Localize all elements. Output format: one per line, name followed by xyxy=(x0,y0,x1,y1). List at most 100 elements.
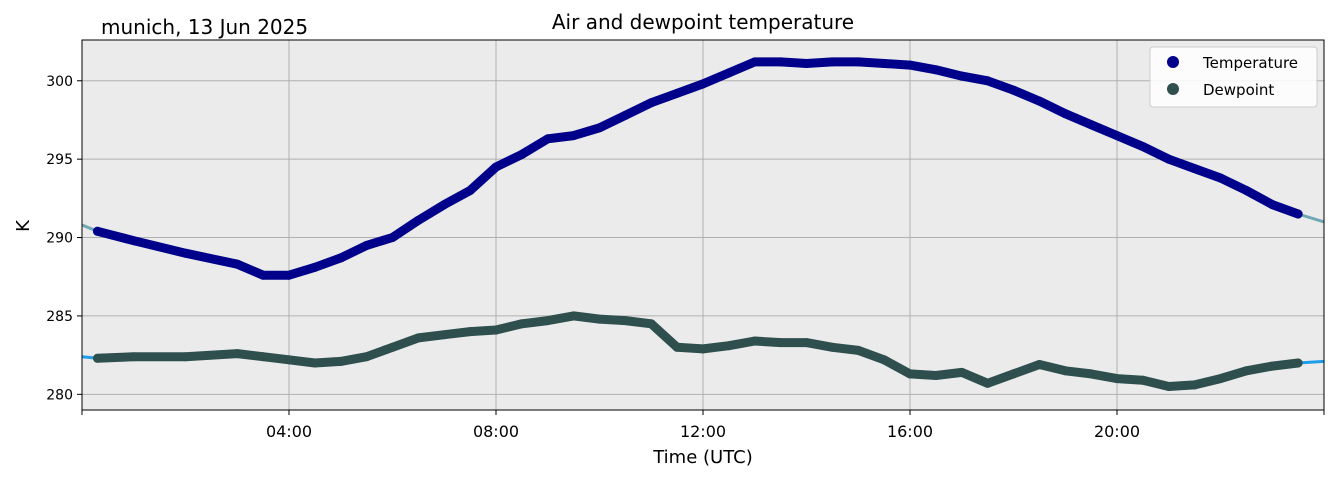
data-point-temperature xyxy=(1164,154,1174,164)
data-point-dewpoint xyxy=(1138,375,1148,385)
data-point-temperature xyxy=(879,59,889,68)
data-point-dewpoint xyxy=(439,330,449,340)
data-point-dewpoint xyxy=(258,352,268,362)
y-tick-label: 285 xyxy=(46,309,73,325)
data-point-temperature xyxy=(827,57,837,67)
legend-box xyxy=(1149,46,1318,108)
legend-marker-dewpoint xyxy=(1167,83,1179,95)
data-point-temperature xyxy=(1267,200,1277,210)
data-point-temperature xyxy=(698,79,708,89)
data-point-dewpoint xyxy=(310,358,320,368)
data-point-dewpoint xyxy=(983,378,993,388)
data-point-temperature xyxy=(1190,164,1200,174)
data-point-temperature xyxy=(439,200,449,210)
location-date-label: munich, 13 Jun 2025 xyxy=(101,15,308,39)
data-point-temperature xyxy=(1086,120,1096,130)
data-point-temperature xyxy=(724,68,734,78)
data-point-dewpoint xyxy=(1112,374,1122,384)
data-point-dewpoint xyxy=(620,316,630,326)
data-point-temperature xyxy=(413,215,423,225)
data-point-temperature xyxy=(957,71,967,81)
data-point-dewpoint xyxy=(569,311,579,321)
data-point-dewpoint xyxy=(646,319,656,329)
data-point-dewpoint xyxy=(802,338,811,348)
data-point-temperature xyxy=(491,162,501,172)
data-point-temperature xyxy=(1034,96,1044,106)
data-point-temperature xyxy=(232,259,242,269)
y-tick-label: 280 xyxy=(46,387,73,403)
data-point-dewpoint xyxy=(750,336,760,346)
data-point-dewpoint xyxy=(1086,369,1096,379)
data-point-temperature xyxy=(646,98,656,108)
data-point-dewpoint xyxy=(1034,360,1044,369)
data-point-dewpoint xyxy=(827,342,837,352)
data-point-temperature xyxy=(258,270,268,280)
data-point-temperature xyxy=(672,88,682,98)
data-point-temperature xyxy=(1138,142,1148,152)
data-point-temperature xyxy=(802,59,811,68)
x-tick-label: 04:00 xyxy=(266,422,312,441)
data-point-dewpoint xyxy=(336,356,346,366)
data-point-temperature xyxy=(465,186,475,195)
data-point-temperature xyxy=(1293,209,1303,219)
data-point-dewpoint xyxy=(931,371,941,380)
data-point-dewpoint xyxy=(776,338,786,348)
y-axis-label: K xyxy=(13,219,34,232)
data-point-temperature xyxy=(776,57,786,67)
data-point-temperature xyxy=(1241,186,1251,195)
data-point-temperature xyxy=(1112,131,1122,141)
data-point-dewpoint xyxy=(129,352,139,362)
data-point-temperature xyxy=(388,233,397,242)
y-tick-label: 295 xyxy=(46,152,73,168)
data-point-temperature xyxy=(1060,109,1070,119)
data-point-temperature xyxy=(336,253,346,263)
data-point-dewpoint xyxy=(1267,361,1277,371)
grid-lines xyxy=(82,40,1324,410)
data-point-dewpoint xyxy=(181,352,190,362)
data-point-dewpoint xyxy=(1241,366,1251,376)
data-point-dewpoint xyxy=(957,367,967,377)
data-point-dewpoint xyxy=(543,316,553,326)
data-point-dewpoint xyxy=(362,352,372,362)
data-point-dewpoint xyxy=(491,325,501,335)
x-axis-label: Time (UTC) xyxy=(652,447,753,468)
data-point-temperature xyxy=(905,60,915,70)
data-point-dewpoint xyxy=(93,353,102,363)
legend-marker-temperature xyxy=(1167,56,1179,68)
data-point-temperature xyxy=(129,236,139,246)
legend-label-temperature: Temperature xyxy=(1202,54,1298,72)
data-point-temperature xyxy=(181,248,190,258)
data-point-dewpoint xyxy=(595,314,604,324)
legend: Temperature Dewpoint xyxy=(1149,46,1318,108)
data-point-temperature xyxy=(569,131,579,141)
x-tick-label: 08:00 xyxy=(473,422,519,441)
x-tick-label: 20:00 xyxy=(1094,422,1140,441)
data-point-temperature xyxy=(750,57,760,67)
chart-title: Air and dewpoint temperature xyxy=(552,10,854,34)
data-point-dewpoint xyxy=(724,341,734,351)
data-point-dewpoint xyxy=(879,355,889,365)
data-point-dewpoint xyxy=(1216,374,1225,384)
x-tick-label: 16:00 xyxy=(887,422,933,441)
data-point-dewpoint xyxy=(853,345,863,355)
data-point-temperature xyxy=(517,149,527,159)
data-point-temperature xyxy=(853,57,863,67)
data-point-temperature xyxy=(543,134,553,144)
data-point-temperature xyxy=(362,240,372,250)
data-point-temperature xyxy=(620,110,630,120)
data-point-dewpoint xyxy=(413,333,423,343)
x-tick-label: 12:00 xyxy=(680,422,726,441)
x-axis: 04:00 08:00 12:00 16:00 20:00 xyxy=(81,410,1325,441)
data-point-dewpoint xyxy=(284,355,294,365)
y-tick-label: 300 xyxy=(46,74,73,90)
legend-label-dewpoint: Dewpoint xyxy=(1203,81,1274,99)
data-point-dewpoint xyxy=(388,342,397,352)
data-point-temperature xyxy=(931,65,941,75)
data-point-dewpoint xyxy=(698,344,708,354)
marker-traces xyxy=(93,57,1303,391)
data-point-dewpoint xyxy=(1293,358,1303,368)
data-point-dewpoint xyxy=(1060,366,1070,376)
data-point-dewpoint xyxy=(905,369,915,379)
data-point-dewpoint xyxy=(672,342,682,352)
